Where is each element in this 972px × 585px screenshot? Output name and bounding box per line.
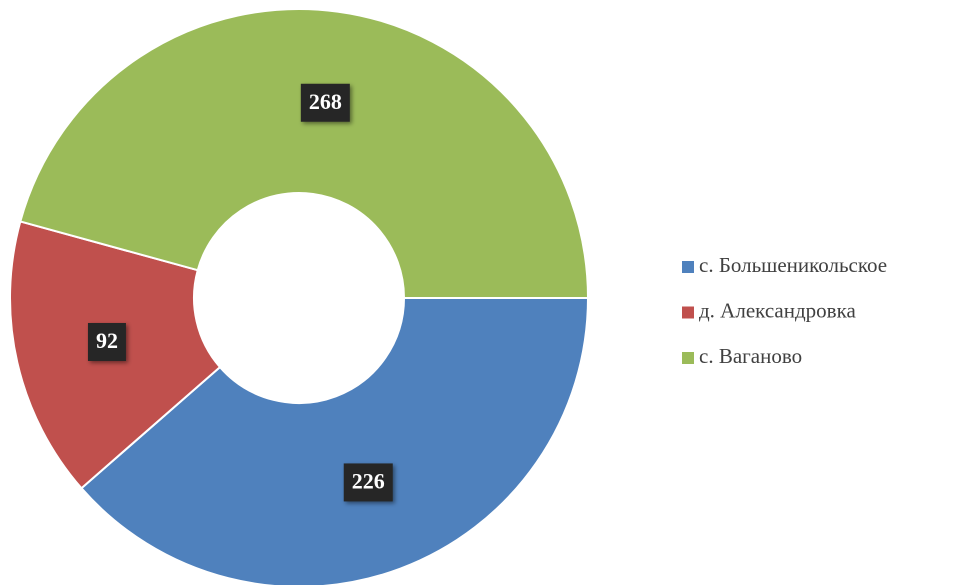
data-label-box [343,463,393,502]
data-label: 226 [343,463,393,502]
donut-segment [19,8,590,299]
legend-label: с. Ваганово [699,344,802,368]
data-label-box [87,322,126,361]
data-label-box [300,83,350,122]
data-label-text: 92 [96,328,118,353]
data-label-text: 226 [352,468,385,493]
donut-segment [80,297,590,585]
legend-swatch [682,261,694,273]
data-label: 268 [300,83,350,122]
legend-swatch [682,352,694,364]
data-label-text: 268 [309,89,342,114]
legend-label: д. Александровка [699,298,856,322]
data-label: 92 [87,322,126,361]
legend-label: с. Большеникольское [699,253,887,277]
legend-swatch [682,306,694,319]
